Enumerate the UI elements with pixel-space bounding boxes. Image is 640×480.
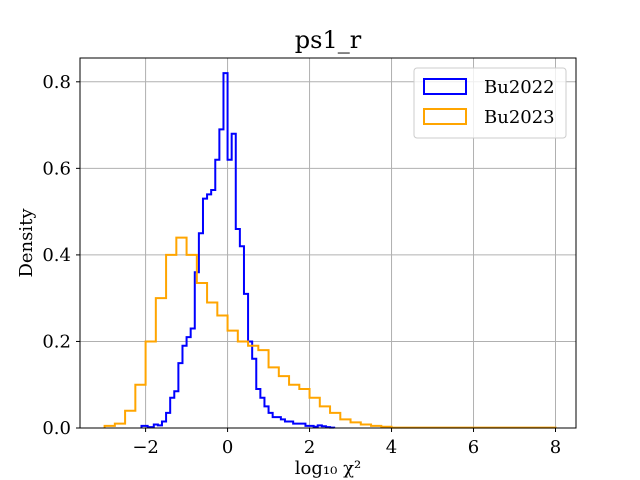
chart-title: ps1_r [295,26,362,54]
y-tick-label: 0.2 [42,331,71,352]
y-tick-label: 0.6 [42,158,71,179]
y-tick-label: 0.4 [42,245,71,266]
legend-label: Bu2022 [484,77,555,98]
series-layer [103,72,557,429]
x-tick-label: 8 [550,437,561,458]
y-axis: 0.0 0.2 0.4 0.6 0.8 [42,72,80,439]
x-tick-label: 2 [304,437,315,458]
x-tick-label: 4 [386,437,397,458]
legend-swatch [423,108,467,125]
legend-swatch [423,78,467,95]
x-axis: −2 0 2 4 6 8 [132,428,561,458]
x-tick-label: 0 [222,437,233,458]
axes-frame [79,57,577,429]
y-tick-label: 0.8 [42,72,71,93]
series-Bu2022-step [140,72,336,429]
legend-box [413,67,567,139]
x-axis-label: log₁₀ χ² [295,458,361,479]
x-tick-label: 6 [468,437,479,458]
x-tick-label: −2 [132,437,159,458]
legend-label: Bu2023 [484,107,555,128]
legend: Bu2022 Bu2023 [413,67,567,139]
y-tick-label: 0.0 [42,418,71,439]
y-axis-label: Density [16,208,37,278]
series-Bu2023-step [103,236,557,429]
